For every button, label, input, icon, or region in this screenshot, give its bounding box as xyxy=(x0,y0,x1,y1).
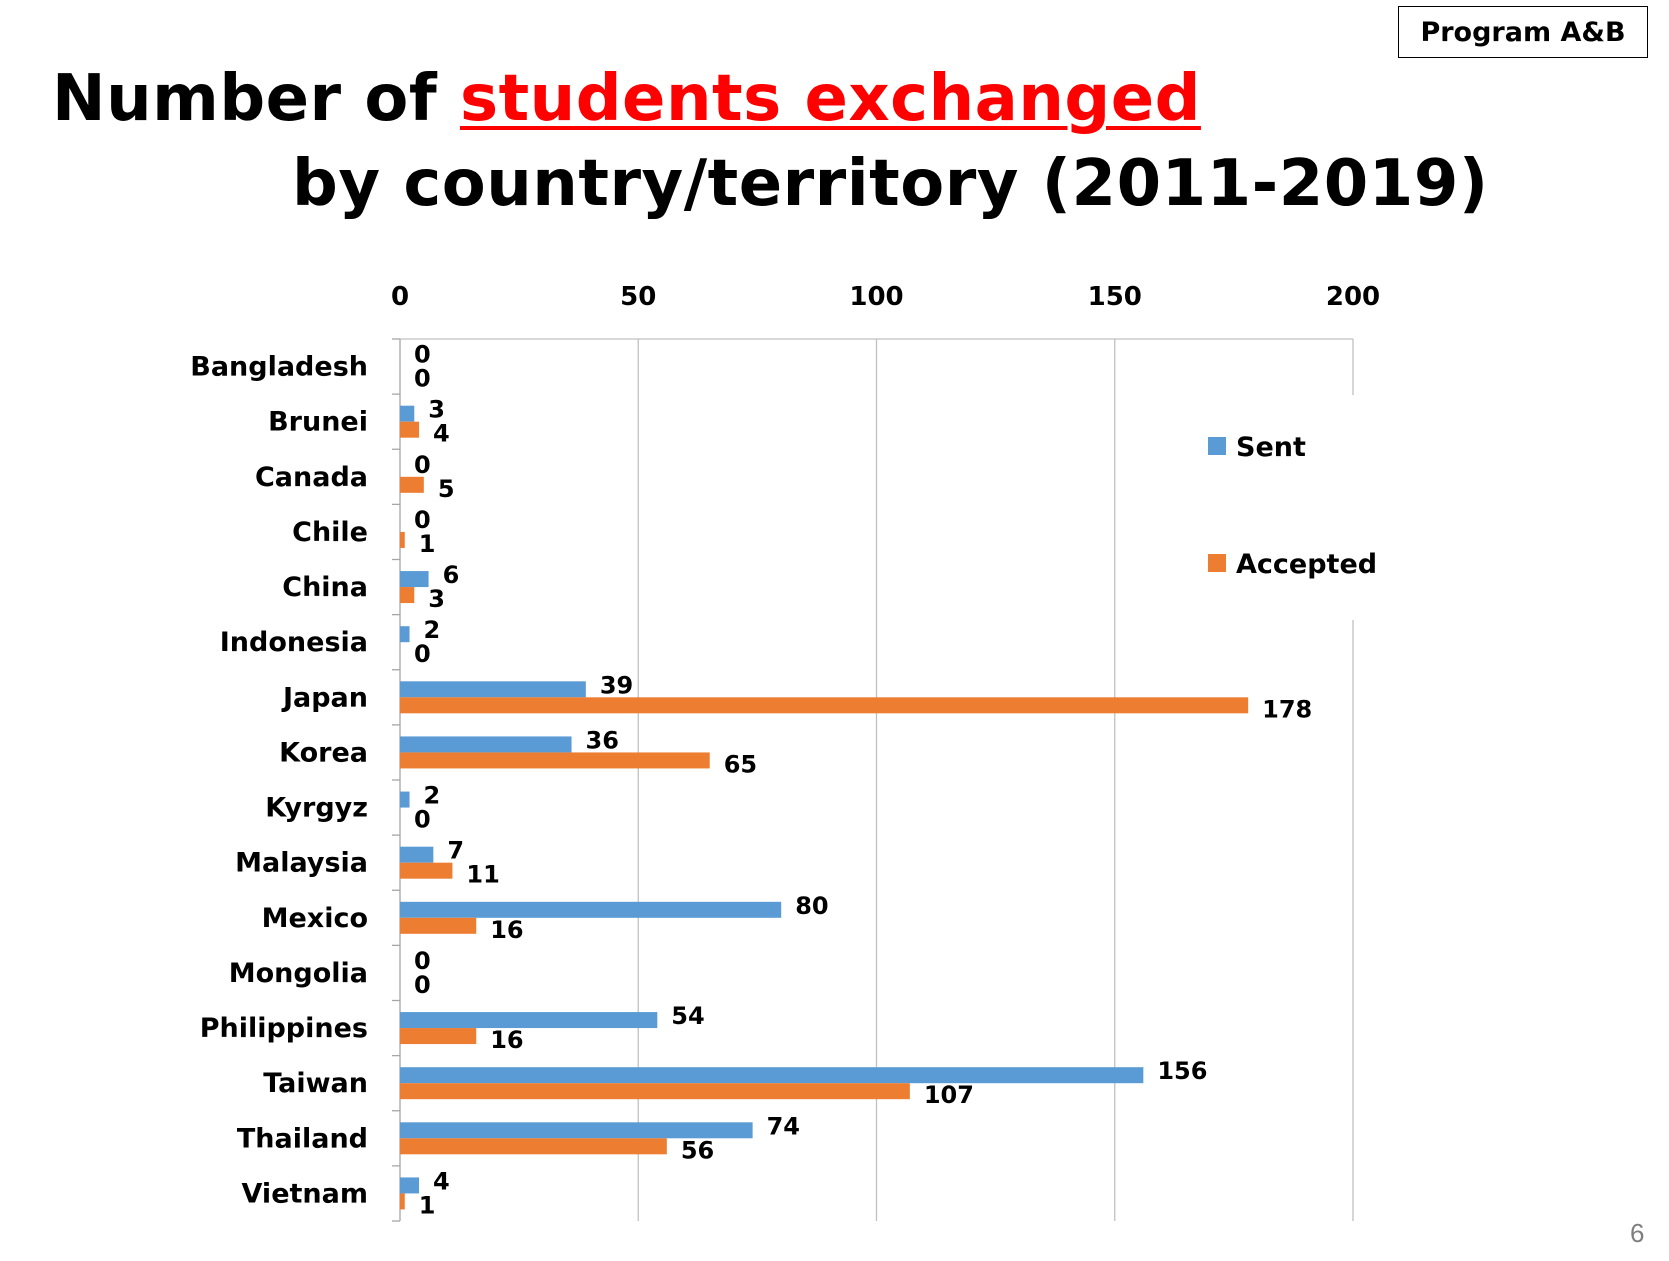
data-label-accepted-canada: 5 xyxy=(438,475,455,503)
category-label-japan: Japan xyxy=(281,682,368,713)
data-label-sent-malaysia: 7 xyxy=(447,837,464,865)
title-prefix: Number of xyxy=(52,62,460,136)
bar-accepted-philippines xyxy=(400,1028,477,1045)
data-label-accepted-korea: 65 xyxy=(724,750,757,778)
category-label-indonesia: Indonesia xyxy=(220,627,368,658)
title-highlight: students exchanged xyxy=(459,62,1201,136)
bar-sent-china xyxy=(400,571,429,588)
category-label-mexico: Mexico xyxy=(262,903,368,934)
data-label-sent-canada: 0 xyxy=(414,451,431,479)
bar-accepted-malaysia xyxy=(400,862,453,879)
data-label-accepted-mexico: 16 xyxy=(490,916,523,944)
bar-accepted-brunei xyxy=(400,421,420,438)
data-label-sent-indonesia: 2 xyxy=(424,616,441,644)
bar-sent-japan xyxy=(400,681,586,698)
category-label-korea: Korea xyxy=(279,737,368,768)
x-tick-label-200: 200 xyxy=(1326,282,1380,312)
category-label-canada: Canada xyxy=(255,462,368,493)
bar-accepted-taiwan xyxy=(400,1083,910,1100)
data-label-accepted-malaysia: 11 xyxy=(466,861,499,889)
bar-sent-kyrgyz xyxy=(400,791,410,808)
bar-sent-brunei xyxy=(400,405,415,422)
bar-sent-indonesia xyxy=(400,626,410,643)
bar-accepted-thailand xyxy=(400,1138,667,1155)
data-label-sent-mongolia: 0 xyxy=(414,947,431,975)
bar-accepted-china xyxy=(400,587,415,604)
legend-label-accepted: Accepted xyxy=(1236,549,1377,580)
bar-accepted-vietnam xyxy=(400,1193,405,1210)
bar-sent-korea xyxy=(400,736,572,753)
category-label-kyrgyz: Kyrgyz xyxy=(265,793,368,824)
data-label-accepted-japan: 178 xyxy=(1262,695,1312,723)
data-label-sent-kyrgyz: 2 xyxy=(424,782,441,810)
data-label-accepted-vietnam: 1 xyxy=(419,1191,436,1219)
data-label-sent-brunei: 3 xyxy=(428,396,445,424)
data-label-sent-chile: 0 xyxy=(414,506,431,534)
category-label-philippines: Philippines xyxy=(200,1013,368,1044)
data-label-sent-vietnam: 4 xyxy=(433,1167,450,1195)
data-label-accepted-china: 3 xyxy=(428,585,445,613)
bar-accepted-korea xyxy=(400,752,710,769)
x-tick-label-0: 0 xyxy=(391,282,409,312)
data-label-sent-korea: 36 xyxy=(586,726,619,754)
data-label-accepted-taiwan: 107 xyxy=(924,1081,974,1109)
data-label-accepted-indonesia: 0 xyxy=(414,640,431,668)
data-label-sent-china: 6 xyxy=(443,561,460,589)
data-label-accepted-kyrgyz: 0 xyxy=(414,806,431,834)
x-tick-label-100: 100 xyxy=(849,282,903,312)
slide-title-line2: by country/territory (2011-2019) xyxy=(292,147,1489,221)
data-label-accepted-chile: 1 xyxy=(419,530,436,558)
category-label-thailand: Thailand xyxy=(237,1123,368,1154)
bar-accepted-mexico xyxy=(400,917,477,934)
bar-sent-thailand xyxy=(400,1122,753,1139)
data-label-accepted-bangladesh: 0 xyxy=(414,365,431,393)
slide-title-line1: Number of students exchanged xyxy=(52,62,1201,136)
bar-sent-mexico xyxy=(400,901,782,918)
program-badge: Program A&B xyxy=(1398,6,1648,58)
legend-swatch-accepted xyxy=(1208,554,1226,572)
data-label-sent-mexico: 80 xyxy=(795,892,828,920)
bar-sent-vietnam xyxy=(400,1177,420,1194)
legend-label-sent: Sent xyxy=(1236,432,1306,463)
category-label-vietnam: Vietnam xyxy=(242,1178,368,1209)
data-label-accepted-mongolia: 0 xyxy=(414,971,431,999)
bar-accepted-canada xyxy=(400,476,424,493)
category-label-chile: Chile xyxy=(292,517,368,548)
x-tick-label-50: 50 xyxy=(620,282,656,312)
data-label-sent-thailand: 74 xyxy=(767,1112,800,1140)
bar-sent-taiwan xyxy=(400,1067,1144,1084)
bar-sent-malaysia xyxy=(400,846,434,863)
data-label-sent-bangladesh: 0 xyxy=(414,341,431,369)
data-label-sent-taiwan: 156 xyxy=(1157,1057,1207,1085)
category-label-brunei: Brunei xyxy=(268,407,368,438)
x-tick-label-150: 150 xyxy=(1088,282,1142,312)
page-number: 6 xyxy=(1630,1218,1645,1248)
category-label-taiwan: Taiwan xyxy=(263,1068,368,1099)
bar-accepted-chile xyxy=(400,531,405,548)
bar-accepted-japan xyxy=(400,697,1249,714)
bar-sent-philippines xyxy=(400,1012,658,1029)
data-label-accepted-thailand: 56 xyxy=(681,1136,714,1164)
category-label-malaysia: Malaysia xyxy=(235,848,368,879)
category-label-mongolia: Mongolia xyxy=(229,958,368,989)
data-label-sent-japan: 39 xyxy=(600,671,633,699)
category-label-bangladesh: Bangladesh xyxy=(190,352,368,383)
legend-swatch-sent xyxy=(1208,437,1226,455)
data-label-accepted-brunei: 4 xyxy=(433,420,450,448)
data-label-sent-philippines: 54 xyxy=(671,1002,704,1030)
category-label-china: China xyxy=(282,572,368,603)
data-label-accepted-philippines: 16 xyxy=(490,1026,523,1054)
